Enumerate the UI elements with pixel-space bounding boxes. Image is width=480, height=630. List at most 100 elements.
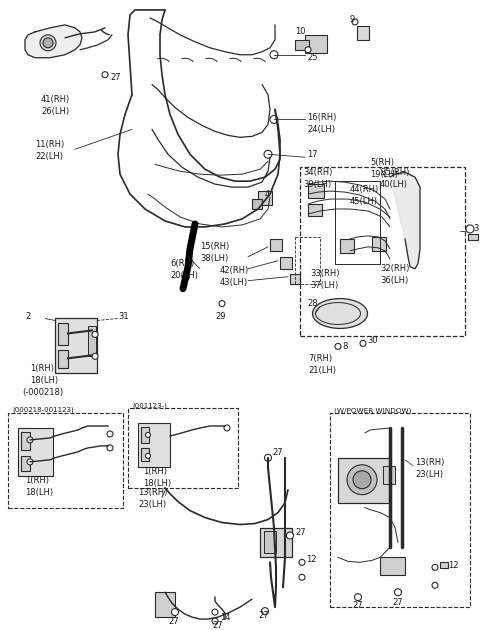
Circle shape [355, 593, 361, 600]
Circle shape [43, 38, 53, 48]
Text: 23(LH): 23(LH) [415, 470, 443, 479]
Text: 18(LH): 18(LH) [143, 479, 171, 488]
Circle shape [107, 431, 113, 437]
Circle shape [219, 301, 225, 307]
Circle shape [270, 115, 278, 123]
Text: 29: 29 [215, 312, 226, 321]
Circle shape [352, 19, 358, 25]
Circle shape [360, 340, 366, 347]
Bar [340, 239, 354, 253]
Text: 6(RH): 6(RH) [170, 260, 194, 268]
Bar [305, 35, 327, 53]
Circle shape [212, 609, 218, 615]
Bar [270, 239, 282, 251]
Text: 37(LH): 37(LH) [310, 281, 338, 290]
Text: 22(LH): 22(LH) [35, 152, 63, 161]
Bar [440, 563, 448, 568]
Bar [380, 558, 405, 575]
Text: 27: 27 [272, 449, 283, 457]
Text: 13(RH): 13(RH) [415, 458, 444, 467]
Bar [18, 428, 53, 476]
Bar [258, 191, 272, 205]
Circle shape [224, 425, 230, 431]
Text: 32(RH): 32(RH) [380, 264, 409, 273]
Polygon shape [25, 25, 82, 58]
Text: 27: 27 [168, 617, 179, 626]
Circle shape [107, 445, 113, 451]
Circle shape [262, 607, 268, 615]
Bar [141, 448, 149, 461]
Text: 23(LH): 23(LH) [138, 500, 166, 509]
Circle shape [264, 454, 272, 461]
Bar [308, 184, 324, 198]
Text: 28: 28 [307, 299, 318, 308]
Text: 36(LH): 36(LH) [380, 276, 408, 285]
Circle shape [27, 459, 33, 465]
Text: 41(RH): 41(RH) [40, 95, 70, 104]
Bar [55, 319, 97, 373]
Text: 27: 27 [392, 598, 403, 607]
Text: 16(RH): 16(RH) [307, 113, 336, 122]
Bar [21, 456, 30, 471]
Bar [308, 204, 322, 216]
Bar [58, 323, 68, 345]
Text: 27: 27 [110, 73, 120, 82]
Text: 4: 4 [265, 190, 270, 198]
Text: 38(LH): 38(LH) [200, 255, 228, 263]
Bar [138, 423, 170, 467]
Circle shape [287, 532, 293, 539]
Circle shape [171, 609, 179, 616]
Text: 18(LH): 18(LH) [30, 375, 58, 385]
Text: 15(RH): 15(RH) [200, 243, 229, 251]
Circle shape [305, 47, 311, 53]
Bar [357, 26, 369, 40]
Text: 19(LH): 19(LH) [370, 169, 398, 179]
Text: (W/POWER WINDOW): (W/POWER WINDOW) [334, 408, 411, 415]
Circle shape [299, 559, 305, 565]
Text: 1(RH): 1(RH) [30, 364, 54, 373]
Circle shape [299, 575, 305, 580]
Bar [290, 273, 300, 284]
Text: 5(RH): 5(RH) [370, 158, 394, 167]
Bar [58, 350, 68, 369]
Bar [338, 458, 390, 503]
Text: 27: 27 [258, 610, 269, 619]
Circle shape [264, 151, 272, 158]
Text: 11(RH): 11(RH) [35, 140, 64, 149]
Bar [260, 527, 292, 558]
Text: 18(LH): 18(LH) [25, 488, 53, 497]
Circle shape [395, 588, 401, 596]
Text: 10: 10 [295, 27, 305, 37]
Text: (-000218): (-000218) [22, 387, 63, 397]
Circle shape [102, 72, 108, 77]
Text: 26(LH): 26(LH) [41, 107, 69, 116]
Bar [8, 413, 123, 508]
Bar [280, 257, 292, 269]
Ellipse shape [312, 299, 368, 328]
Bar [128, 408, 238, 488]
Text: 8: 8 [342, 342, 348, 351]
Bar [295, 40, 309, 50]
Text: 1(RH): 1(RH) [143, 467, 167, 476]
Text: 42(RH): 42(RH) [220, 266, 249, 275]
Text: 17: 17 [307, 150, 318, 159]
Bar [155, 592, 175, 617]
Text: 40(LH): 40(LH) [380, 180, 408, 188]
Bar [88, 326, 96, 357]
Circle shape [212, 618, 218, 624]
Circle shape [432, 582, 438, 588]
Text: 44(RH): 44(RH) [350, 185, 379, 193]
Bar [252, 199, 262, 209]
Circle shape [92, 331, 98, 338]
Text: 20(LH): 20(LH) [170, 271, 198, 280]
Text: 34(RH): 34(RH) [303, 168, 332, 176]
Text: 27: 27 [212, 621, 223, 629]
Text: 33(RH): 33(RH) [310, 269, 339, 278]
Text: 7(RH): 7(RH) [308, 354, 332, 363]
Circle shape [145, 432, 151, 437]
Text: 27: 27 [295, 528, 306, 537]
Bar [468, 234, 478, 240]
Text: 9: 9 [350, 15, 355, 25]
Text: 1(RH): 1(RH) [25, 476, 49, 485]
Text: 24(LH): 24(LH) [307, 125, 335, 134]
